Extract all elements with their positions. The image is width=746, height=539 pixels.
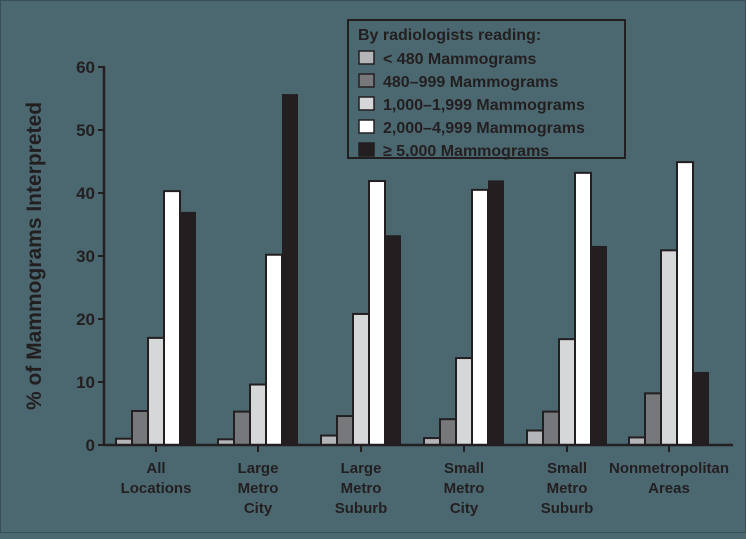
y-tick-label: 0	[86, 436, 95, 455]
bar	[163, 190, 181, 446]
x-tick-label: Large	[238, 460, 279, 477]
bar	[336, 415, 354, 446]
y-tick-label: 20	[76, 310, 95, 329]
bar	[368, 180, 386, 446]
bar	[542, 410, 560, 446]
bar-group	[320, 180, 401, 446]
bar	[249, 383, 267, 446]
legend-swatch	[358, 73, 375, 88]
legend-title: By radiologists reading:	[358, 27, 541, 44]
x-tick-label: Large	[341, 460, 382, 477]
bar	[693, 371, 709, 445]
legend-label: 480–999 Mammograms	[383, 74, 558, 91]
bar	[488, 180, 504, 445]
bar	[558, 338, 576, 446]
bar	[644, 392, 662, 446]
bar	[131, 409, 149, 447]
bar	[526, 429, 544, 447]
bar	[591, 245, 607, 445]
x-tick-label: Metro	[547, 480, 588, 497]
x-tick-label: Metro	[444, 480, 485, 497]
bar-group	[628, 161, 709, 447]
y-tick-label: 40	[76, 184, 95, 203]
legend-label: < 480 Mammograms	[383, 51, 537, 68]
bar	[676, 161, 694, 446]
x-tick-label: City	[450, 500, 479, 517]
legend-box	[347, 19, 626, 159]
legend-swatch	[358, 119, 375, 134]
x-tick-label: Suburb	[335, 500, 388, 517]
bar	[320, 434, 338, 446]
bar	[282, 94, 298, 445]
bar	[180, 211, 196, 445]
bar-group	[115, 190, 196, 447]
y-tick-label: 10	[76, 373, 95, 392]
legend-label: ≥ 5,000 Mammograms	[383, 143, 549, 160]
legend: By radiologists reading: < 480 Mammograms…	[347, 19, 626, 160]
bar	[147, 336, 165, 446]
x-tick-label: Small	[547, 460, 587, 477]
bar-group	[526, 171, 607, 447]
x-tick-label: Small	[444, 460, 484, 477]
bar	[455, 357, 473, 446]
legend-label: 1,000–1,999 Mammograms	[383, 97, 585, 114]
legend-label: 2,000–4,999 Mammograms	[383, 120, 585, 137]
bar	[233, 410, 251, 446]
x-tick-label: City	[244, 500, 273, 517]
x-tick-label: Suburb	[541, 500, 594, 517]
bar	[439, 418, 457, 447]
x-tick-label: Metro	[341, 480, 382, 497]
x-tick-label: All	[146, 460, 165, 477]
bar	[265, 253, 283, 446]
y-tick-label: 50	[76, 121, 95, 140]
x-tick-label: Locations	[121, 480, 192, 497]
x-tick-label: Metro	[238, 480, 279, 497]
y-tick-label: 60	[76, 58, 95, 77]
legend-swatch	[358, 50, 375, 65]
bar-group	[423, 180, 504, 447]
bar-group	[217, 94, 298, 446]
x-tick-label: Areas	[648, 480, 690, 497]
x-tick-label: Nonmetropolitan	[609, 460, 729, 477]
y-tick-label: 30	[76, 247, 95, 266]
legend-swatch	[358, 142, 375, 157]
y-axis-label: % of Mammograms Interpreted	[23, 102, 46, 410]
bar	[471, 188, 489, 446]
bar	[660, 249, 678, 446]
bar	[352, 312, 370, 446]
bar	[574, 171, 592, 446]
legend-swatch	[358, 96, 375, 111]
bar	[385, 235, 401, 445]
